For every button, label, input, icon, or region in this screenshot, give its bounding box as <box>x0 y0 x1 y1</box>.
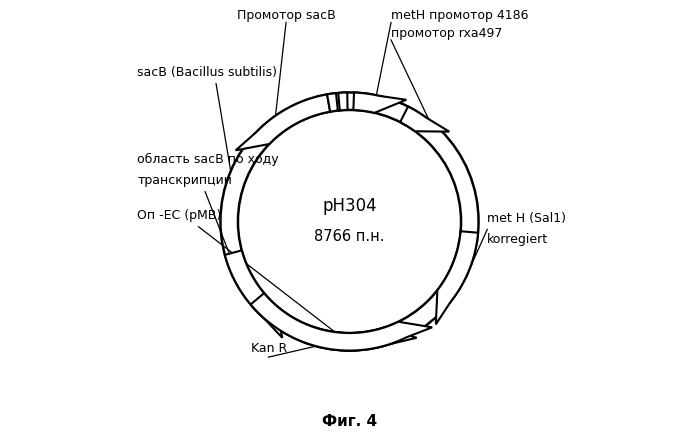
Text: область sacB по ходу: область sacB по ходу <box>137 152 279 166</box>
Polygon shape <box>338 93 347 110</box>
Text: Оп -ЕС (рМВ): Оп -ЕС (рМВ) <box>137 210 222 222</box>
Text: транскрипции: транскрипции <box>137 174 232 187</box>
Polygon shape <box>251 293 432 350</box>
Text: Kan R: Kan R <box>251 342 287 355</box>
Polygon shape <box>225 250 282 338</box>
Text: Фиг. 4: Фиг. 4 <box>322 414 377 429</box>
Polygon shape <box>400 106 449 132</box>
Polygon shape <box>435 231 478 324</box>
Text: 8766 п.н.: 8766 п.н. <box>315 229 384 244</box>
Polygon shape <box>301 325 417 350</box>
Text: pH304: pH304 <box>322 197 377 215</box>
Text: korregiert: korregiert <box>487 233 549 246</box>
Polygon shape <box>327 93 338 112</box>
Text: Промотор sacB: Промотор sacB <box>237 9 336 23</box>
Text: промотор rxa497: промотор rxa497 <box>391 27 503 40</box>
Polygon shape <box>236 94 330 150</box>
Text: sacB (Bacillus subtilis): sacB (Bacillus subtilis) <box>137 66 278 79</box>
Polygon shape <box>354 93 406 113</box>
Text: met H (Sal1): met H (Sal1) <box>487 212 566 225</box>
Text: metH промотор 4186: metH промотор 4186 <box>391 9 528 23</box>
